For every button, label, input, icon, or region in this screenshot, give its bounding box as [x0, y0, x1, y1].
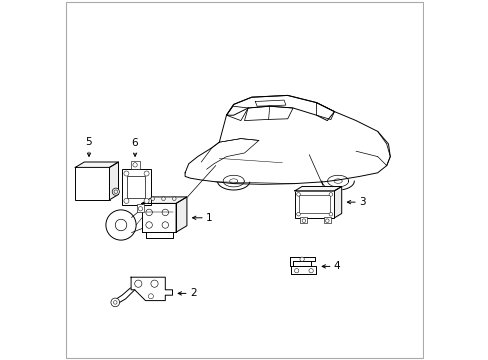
Polygon shape: [289, 257, 314, 266]
Polygon shape: [176, 197, 186, 232]
Circle shape: [123, 198, 129, 203]
Circle shape: [144, 198, 149, 203]
Polygon shape: [142, 203, 176, 232]
Text: 5: 5: [85, 136, 92, 147]
Circle shape: [123, 171, 129, 176]
Bar: [122, 169, 151, 205]
Polygon shape: [292, 261, 310, 266]
Circle shape: [106, 210, 136, 240]
Circle shape: [113, 301, 117, 304]
Circle shape: [138, 207, 142, 211]
Polygon shape: [109, 162, 118, 200]
Circle shape: [148, 294, 153, 299]
Text: 1: 1: [205, 213, 212, 223]
Bar: [130, 161, 140, 169]
Circle shape: [308, 269, 313, 273]
Circle shape: [302, 219, 305, 222]
Polygon shape: [291, 266, 316, 274]
Circle shape: [294, 269, 298, 273]
Polygon shape: [131, 277, 172, 301]
Text: 2: 2: [189, 288, 196, 298]
Polygon shape: [334, 186, 341, 218]
Circle shape: [151, 197, 154, 201]
Circle shape: [162, 222, 168, 228]
Circle shape: [112, 188, 119, 195]
Circle shape: [328, 212, 332, 216]
Circle shape: [172, 197, 176, 201]
Circle shape: [162, 209, 168, 216]
Circle shape: [133, 163, 137, 167]
Text: 6: 6: [131, 138, 138, 148]
Circle shape: [134, 280, 142, 287]
Circle shape: [111, 298, 120, 307]
Circle shape: [162, 197, 165, 201]
Circle shape: [144, 171, 149, 176]
Polygon shape: [294, 186, 341, 191]
Bar: [299, 195, 329, 213]
Circle shape: [114, 190, 117, 194]
Circle shape: [145, 222, 152, 228]
Text: 3: 3: [358, 197, 365, 207]
Circle shape: [299, 257, 304, 261]
Bar: [136, 204, 144, 212]
Bar: [127, 176, 145, 198]
Bar: [75, 167, 109, 200]
Circle shape: [296, 212, 300, 216]
Polygon shape: [142, 197, 186, 203]
Bar: [300, 217, 307, 223]
Circle shape: [145, 209, 152, 216]
Circle shape: [325, 219, 328, 222]
Polygon shape: [114, 288, 134, 304]
Circle shape: [328, 193, 332, 196]
Polygon shape: [75, 162, 118, 167]
Bar: [323, 217, 330, 223]
Circle shape: [151, 280, 158, 287]
Bar: [294, 191, 334, 218]
Text: 4: 4: [333, 261, 340, 271]
Circle shape: [115, 219, 126, 231]
Circle shape: [296, 193, 300, 196]
